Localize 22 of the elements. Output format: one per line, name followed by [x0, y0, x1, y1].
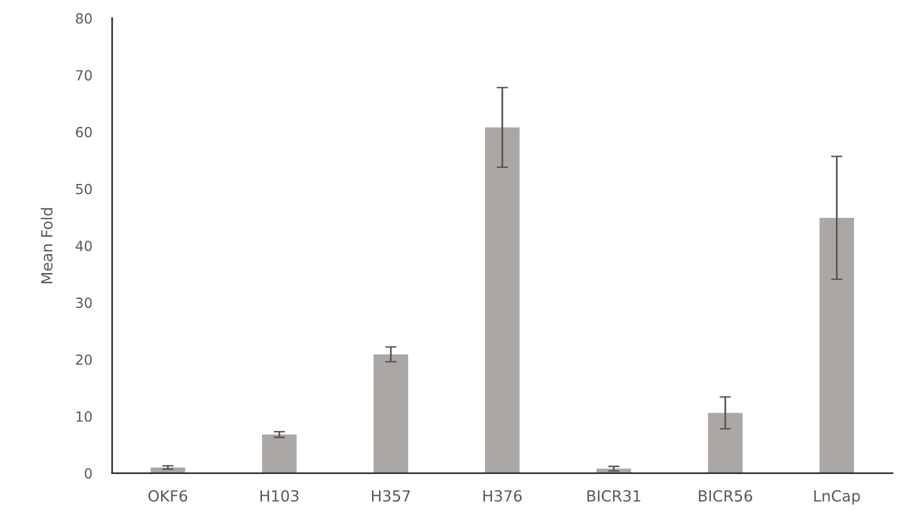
- y-tick-label: 80: [76, 13, 92, 24]
- x-tick-label: BICR31: [587, 490, 640, 502]
- y-tick-label: 70: [76, 70, 92, 81]
- x-tick-label: H103: [260, 490, 298, 502]
- y-tick-label: 10: [76, 411, 92, 422]
- y-axis-title: Mean Fold: [40, 208, 53, 284]
- y-tick-label: 30: [76, 298, 92, 308]
- bar: [262, 434, 297, 474]
- y-tick-label: 60: [76, 126, 92, 138]
- x-tick-label: H376: [483, 490, 522, 502]
- x-tick-label: LnCap: [814, 490, 860, 505]
- bar: [374, 354, 408, 474]
- y-tick-label: 20: [76, 354, 92, 365]
- x-tick-label: OKF6: [148, 490, 188, 502]
- y-tick-label: 0: [84, 468, 92, 479]
- bar: [485, 127, 520, 474]
- y-tick-label: 50: [76, 184, 92, 194]
- bar: [819, 218, 854, 474]
- x-tick-label: H357: [372, 490, 410, 502]
- bar: [708, 412, 743, 474]
- x-tick-label: BICR56: [698, 490, 752, 502]
- y-tick-label: 40: [76, 240, 92, 252]
